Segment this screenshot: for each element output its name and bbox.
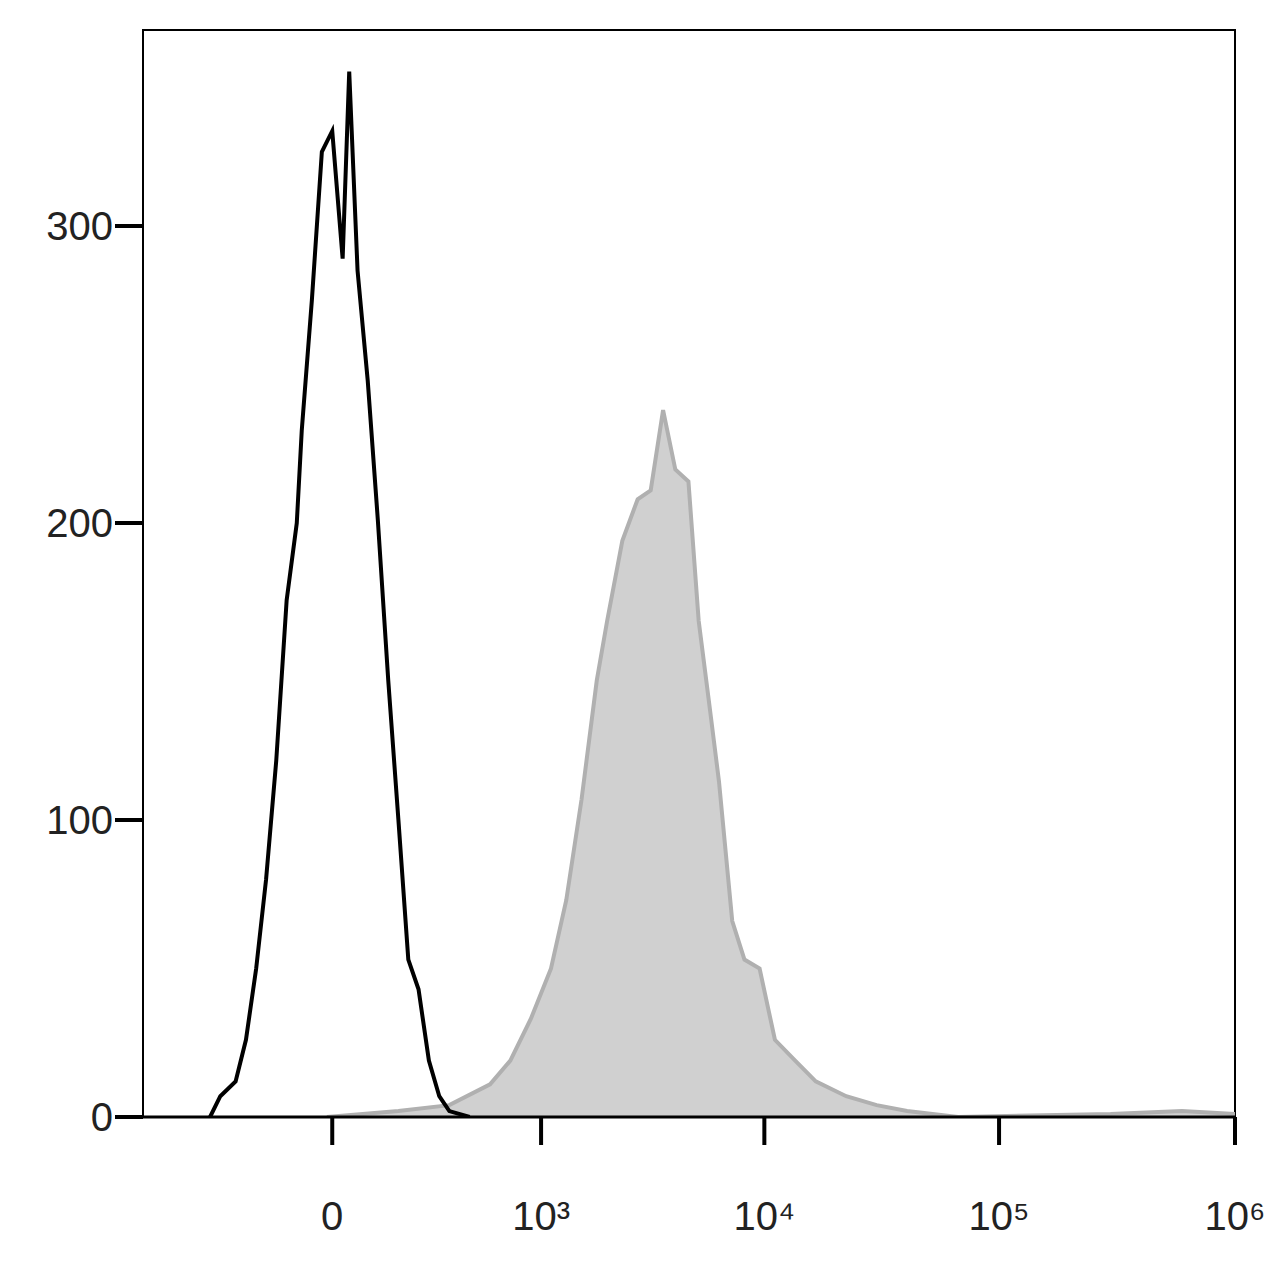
svg-text:10⁴: 10⁴ [734,1194,796,1238]
svg-text:0: 0 [91,1095,113,1139]
svg-text:300: 300 [46,204,113,248]
svg-text:200: 200 [46,501,113,545]
svg-text:100: 100 [46,798,113,842]
svg-text:10⁶: 10⁶ [1205,1194,1266,1238]
svg-text:10³: 10³ [512,1194,570,1238]
svg-text:0: 0 [321,1194,343,1238]
svg-text:10⁵: 10⁵ [969,1194,1030,1238]
